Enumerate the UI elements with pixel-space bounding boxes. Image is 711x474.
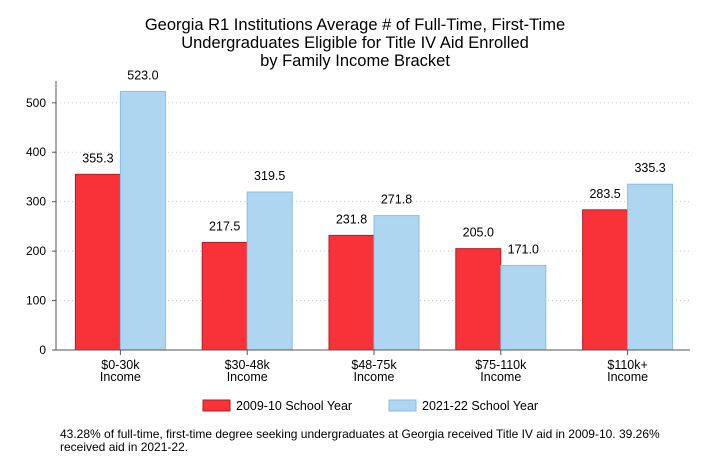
bar-value-label: 205.0 bbox=[463, 226, 494, 240]
chart-title-line: Georgia R1 Institutions Average # of Ful… bbox=[145, 16, 565, 34]
bar-value-label: 217.5 bbox=[209, 219, 240, 233]
chart-title-line: by Family Income Bracket bbox=[260, 52, 450, 70]
footnote: 43.28% of full-time, first-time degree s… bbox=[60, 427, 660, 454]
y-tick-label: 300 bbox=[26, 195, 46, 209]
x-axis: $0-30kIncome$30-48kIncome$48-75kIncome$7… bbox=[56, 349, 690, 384]
y-tick-label: 100 bbox=[26, 294, 46, 308]
bar-value-label: 523.0 bbox=[127, 68, 158, 82]
bar bbox=[500, 264, 547, 351]
x-tick-label: $30-48k bbox=[225, 358, 271, 372]
bar bbox=[455, 248, 502, 351]
bar-value-label: 355.3 bbox=[82, 151, 113, 165]
legend-label: 2009-10 School Year bbox=[236, 399, 352, 413]
bar-value-label: 335.3 bbox=[634, 161, 665, 175]
x-tick-label: $48-75k bbox=[351, 358, 397, 372]
legend: 2009-10 School Year 2021-22 School Year bbox=[202, 399, 538, 413]
bar bbox=[74, 173, 121, 351]
bar-value-label: 319.5 bbox=[254, 169, 285, 183]
legend-swatch bbox=[388, 399, 417, 412]
y-tick-label: 400 bbox=[26, 145, 46, 159]
bar bbox=[582, 209, 629, 351]
legend-label: 2021-22 School Year bbox=[422, 399, 538, 413]
bar bbox=[119, 90, 166, 351]
bar bbox=[627, 183, 674, 351]
x-tick-label: $110k+ bbox=[607, 358, 647, 372]
x-tick-label: Income bbox=[607, 370, 648, 384]
x-tick-label: Income bbox=[100, 370, 141, 384]
y-tick-label: 200 bbox=[26, 244, 46, 258]
bar-value-label: 283.5 bbox=[589, 187, 620, 201]
x-tick-label: $75-110k bbox=[475, 358, 527, 372]
x-tick-label: $0-30k bbox=[101, 358, 140, 372]
chart-title-line: Undergraduates Eligible for Title IV Aid… bbox=[181, 34, 529, 52]
y-axis: 0 100 200 300 400 500 bbox=[26, 81, 57, 357]
x-tick-label: Income bbox=[480, 370, 521, 384]
bar-value-label: 171.0 bbox=[508, 242, 539, 256]
bar-value-label: 271.8 bbox=[381, 193, 412, 207]
bar bbox=[201, 241, 248, 351]
bar bbox=[328, 234, 375, 351]
y-tick-label: 0 bbox=[39, 343, 46, 357]
chart-title: Georgia R1 Institutions Average # of Ful… bbox=[145, 16, 565, 70]
bars: 355.3 523.0 217.5 319.5 231.8 271.8 205.0 171.0… bbox=[74, 68, 674, 351]
y-tick-label: 500 bbox=[26, 96, 46, 110]
bar bbox=[246, 191, 293, 351]
x-tick-label: Income bbox=[227, 370, 268, 384]
bar bbox=[373, 215, 420, 351]
x-tick-label: Income bbox=[354, 370, 395, 384]
legend-swatch bbox=[202, 399, 231, 412]
bar-value-label: 231.8 bbox=[336, 212, 367, 226]
